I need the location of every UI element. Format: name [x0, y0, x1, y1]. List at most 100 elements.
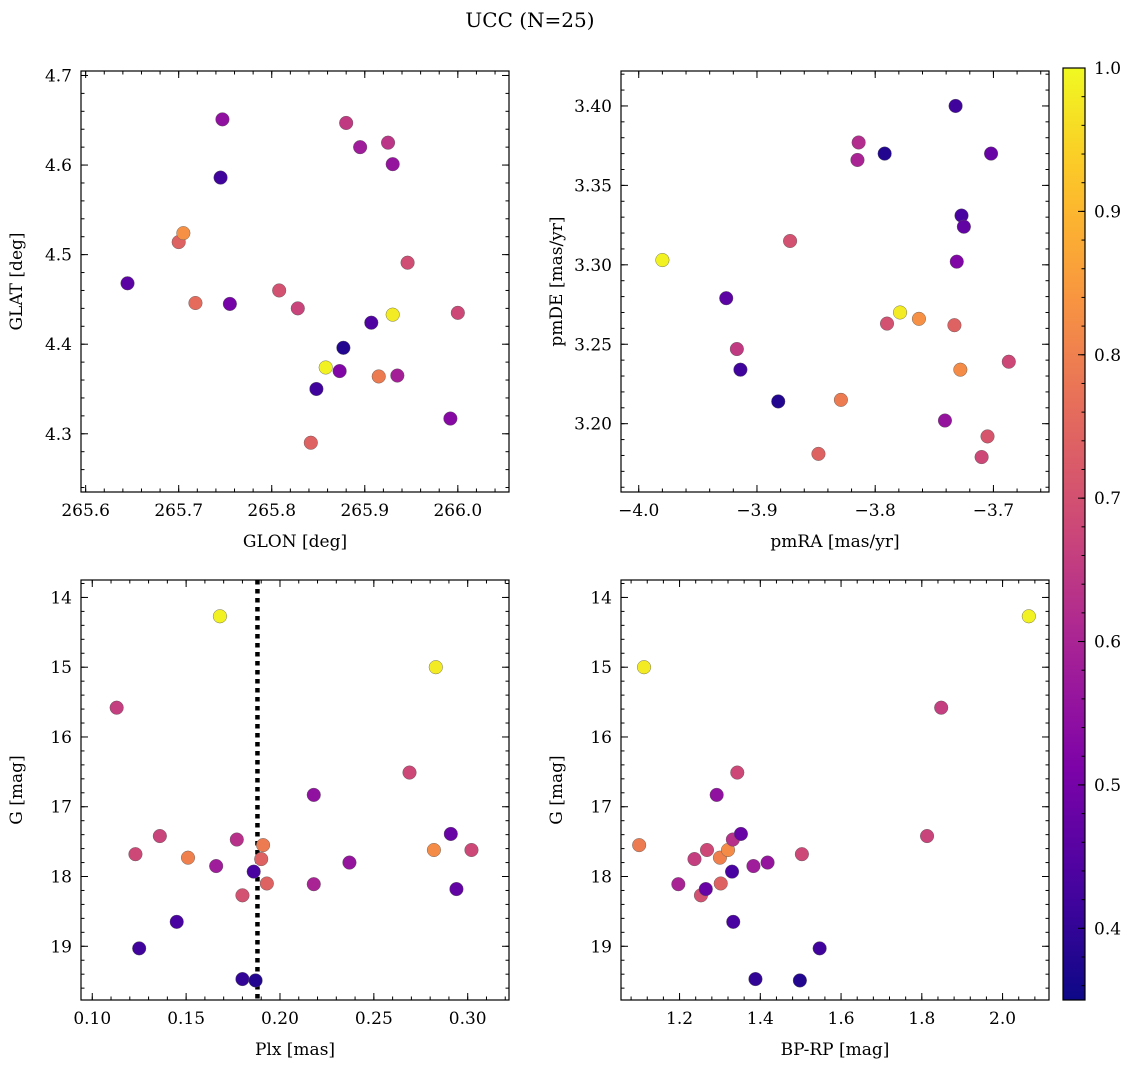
scatter-point [309, 381, 324, 396]
y-axis-label: pmDE [mas/yr] [547, 216, 567, 346]
x-tick-label: 0.10 [73, 1009, 111, 1029]
x-tick-label: −3.8 [855, 501, 896, 521]
x-tick-label: 0.15 [167, 1009, 205, 1029]
y-tick-label: 19 [590, 937, 612, 957]
x-tick-label: 265.8 [247, 501, 296, 521]
scatter-point [443, 826, 458, 841]
scatter-point [713, 876, 728, 891]
colorbar: 0.4 0.5 0.6 0.7 0.8 0.9 1.0 [1062, 59, 1121, 1001]
scatter-point [256, 838, 271, 853]
scatter-point [318, 360, 333, 375]
x-tick-label: 265.7 [154, 501, 203, 521]
scatter-point [259, 876, 274, 891]
scatter-point [450, 305, 465, 320]
x-axis-label: GLON [deg] [243, 532, 347, 552]
colorbar-tick-label: 0.4 [1094, 919, 1121, 939]
y-axis-label: G [mag] [7, 755, 27, 824]
scatter-point [974, 450, 989, 465]
scatter-point [443, 411, 458, 426]
scatter-point [948, 98, 963, 113]
scatter-point [729, 342, 744, 357]
scatter-point [180, 850, 195, 865]
colorbar-tick-label: 1.0 [1094, 59, 1121, 79]
scatter-point [709, 787, 724, 802]
scatter-point [128, 847, 143, 862]
scatter-point [209, 859, 224, 874]
scatter-point [188, 295, 203, 310]
scatter-point [464, 843, 479, 858]
x-tick-label: 0.30 [449, 1009, 487, 1029]
y-tick-label: 4.5 [45, 246, 72, 266]
x-axis-label: pmRA [mas/yr] [770, 532, 899, 552]
scatter-point [733, 826, 748, 841]
scatter-point [698, 882, 713, 897]
y-tick-label: 17 [590, 798, 612, 818]
y-tick-label: 16 [50, 728, 72, 748]
x-tick-label: 265.9 [340, 501, 389, 521]
scatter-point [235, 972, 250, 987]
y-tick-label: 4.4 [45, 335, 72, 355]
scatter-point [655, 253, 670, 268]
scatter-point [811, 446, 826, 461]
scatter-point [235, 888, 250, 903]
scatter-point [726, 914, 741, 929]
scatter-point [771, 394, 786, 409]
y-tick-label: 18 [590, 868, 612, 888]
scatter-point [730, 765, 745, 780]
y-axis-label: GLAT [deg] [7, 232, 27, 330]
scatter-point [248, 973, 263, 988]
scatter-point [290, 301, 305, 316]
scatter-point [402, 765, 417, 780]
colorbar-tick-label: 0.8 [1094, 346, 1121, 366]
y-tick-label: 3.20 [574, 415, 612, 435]
scatter-point [381, 135, 396, 150]
y-tick-label: 15 [50, 658, 72, 678]
minor-ticks [621, 580, 1049, 1000]
scatter-point [719, 291, 734, 306]
y-tick-label: 18 [50, 868, 72, 888]
scatter-point [339, 115, 354, 130]
scatter-point [812, 941, 827, 956]
scatter-point [984, 146, 999, 161]
scatter-point [748, 972, 763, 987]
scatter-point [353, 140, 368, 155]
x-tick-label: 1.2 [666, 1009, 693, 1029]
y-tick-label: 16 [590, 728, 612, 748]
y-tick-label: 14 [50, 588, 72, 608]
y-axis-label: G [mag] [547, 755, 567, 824]
scatter-point [212, 609, 227, 624]
y-tick-label: 15 [590, 658, 612, 678]
scatter-point [426, 843, 441, 858]
scatter-point [687, 852, 702, 867]
colorbar-tick-label: 0.5 [1094, 776, 1121, 796]
panel-top-left: 265.6 265.7 265.8 265.9 266.0 4.3 4.4 4.5 4.6 4.7… [7, 66, 510, 552]
scatter-point [306, 787, 321, 802]
y-tick-label: 3.30 [574, 256, 612, 276]
scatter-point [428, 660, 443, 675]
scatter-point [400, 255, 415, 270]
x-tick-label: 1.8 [908, 1009, 935, 1029]
scatter-point [390, 368, 405, 383]
y-tick-label: 4.6 [45, 156, 72, 176]
colorbar-tick-label: 0.9 [1094, 202, 1121, 222]
scatter-point [222, 296, 237, 311]
scatter-point [272, 283, 287, 298]
colorbar-frame [1062, 67, 1086, 1001]
x-tick-label: 2.0 [989, 1009, 1016, 1029]
scatter-point [851, 135, 866, 150]
scatter-point [215, 112, 230, 127]
scatter-point [342, 855, 357, 870]
scatter-point [303, 435, 318, 450]
scatter-point [949, 254, 964, 269]
scatter-point [246, 864, 261, 879]
x-tick-label: −4.0 [618, 501, 659, 521]
scatter-point [632, 838, 647, 853]
scatter-point [336, 340, 351, 355]
scatter-point [152, 829, 167, 844]
x-axis-label: BP-RP [mag] [781, 1040, 890, 1060]
scatter-point [671, 877, 686, 892]
scatter-point [385, 307, 400, 322]
y-tick-label: 4.7 [45, 66, 72, 86]
y-tick-label: 3.40 [574, 97, 612, 117]
scatter-point [306, 877, 321, 892]
